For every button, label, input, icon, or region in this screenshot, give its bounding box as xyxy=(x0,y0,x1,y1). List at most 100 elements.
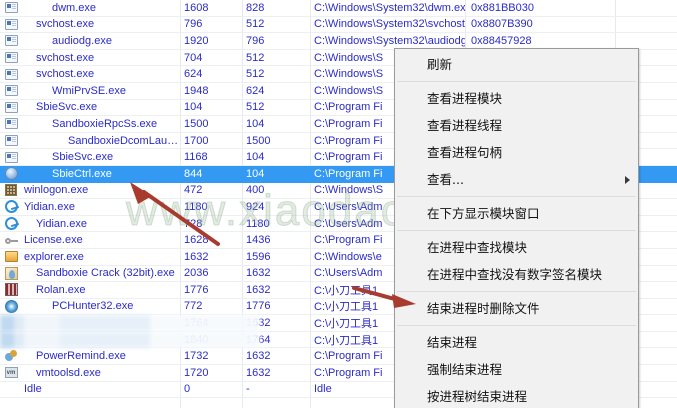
table-row[interactable]: SbieSvc.exe 1168 104 C:\Program Fi xyxy=(0,149,677,166)
process-pid: 1732 xyxy=(184,350,209,363)
menu-item-label: 强制结束进程 xyxy=(427,362,503,377)
process-name: SandboxieDcomLaunc... xyxy=(68,134,180,147)
process-path: C:\Program Fi xyxy=(314,366,383,379)
window-icon xyxy=(4,18,18,30)
table-row[interactable]: Sandboxie Crack (32bit).exe 2036 1632 C:\Us… xyxy=(0,266,677,283)
table-row[interactable]: PowerRemind.exe 1732 1632 C:\Program Fi xyxy=(0,348,677,366)
table-row[interactable]: vm vmtoolsd.exe 1720 1632 C:\Program Fi xyxy=(0,365,677,382)
menu-item[interactable]: 刷新 xyxy=(395,51,638,78)
process-pid: 1608 xyxy=(184,1,209,14)
process-path: C:\Users\Adm xyxy=(314,217,383,230)
window-icon xyxy=(4,68,18,80)
process-name: Idle xyxy=(24,383,42,396)
table-row[interactable]: dwm.exe 1608 828 C:\Windows\System32\dwm.ex… xyxy=(0,0,677,17)
process-path: C:\Windows\System32\svchost.exe xyxy=(314,18,465,31)
window-icon xyxy=(4,85,18,97)
process-parent-pid: 512 xyxy=(246,68,265,81)
table-row[interactable]: explorer.exe 1632 1596 C:\Windows\e xyxy=(0,249,677,266)
process-pid: 728 xyxy=(184,217,203,230)
table-row[interactable]: 17641632C:\小刀工具1 xyxy=(0,315,677,332)
process-parent-pid: 1632 xyxy=(246,350,271,363)
process-name: Sandboxie Crack (32bit).exe xyxy=(36,267,175,280)
process-icon-cell xyxy=(0,251,22,263)
process-pid: 1500 xyxy=(184,117,209,130)
process-pid: 704 xyxy=(184,51,203,64)
process-path: C:\Program Fi xyxy=(314,134,383,147)
sandboxie-icon xyxy=(4,167,18,181)
table-row[interactable]: PCHunter32.exe 772 1776 C:\小刀工具1 xyxy=(0,299,677,316)
process-icon-cell xyxy=(0,52,22,64)
process-path: C:\Program Fi xyxy=(314,167,383,180)
process-name: explorer.exe xyxy=(24,250,84,263)
process-parent-pid: 1632 xyxy=(246,366,271,379)
menu-item[interactable]: 查看进程线程 xyxy=(395,112,638,139)
pchunter-icon xyxy=(4,299,18,313)
process-parent-pid: 1776 xyxy=(246,300,271,313)
process-icon-cell xyxy=(0,283,22,297)
table-row[interactable]: 18401764C:\小刀工具1 xyxy=(0,331,677,349)
process-name: Rolan.exe xyxy=(36,283,86,296)
table-row[interactable]: svchost.exe 624 512 C:\Windows\S xyxy=(0,66,677,83)
menu-item-label: 查看进程模块 xyxy=(427,91,503,106)
process-name: SandboxieRpcSs.exe xyxy=(52,117,158,130)
menu-item-label: 查看进程线程 xyxy=(427,118,503,133)
table-row[interactable]: SbieSvc.exe 104 512 C:\Program Fi xyxy=(0,100,677,117)
process-name: PCHunter32.exe xyxy=(52,300,134,313)
process-parent-pid: 1500 xyxy=(246,134,271,147)
table-row[interactable]: SandboxieDcomLaunc... 1700 1500 C:\Program … xyxy=(0,133,677,150)
process-pid: 1700 xyxy=(184,134,209,147)
process-parent-pid: 796 xyxy=(246,34,265,47)
process-eprocess: 0x88457928 xyxy=(471,34,532,47)
menu-item[interactable]: 结束进程时删除文件 xyxy=(395,295,638,322)
menu-item[interactable]: 按进程树结束进程 xyxy=(395,383,638,408)
process-parent-pid: 1596 xyxy=(246,250,271,263)
process-parent-pid: 828 xyxy=(246,1,265,14)
window-icon xyxy=(4,101,18,113)
process-pid: 796 xyxy=(184,18,203,31)
process-pid: 1632 xyxy=(184,250,209,263)
process-icon-cell xyxy=(0,85,22,97)
process-name: SbieSvc.exe xyxy=(52,151,114,164)
process-path: C:\Windows\System32\dwm.exe xyxy=(314,1,465,14)
censored-overlay xyxy=(0,331,260,349)
powerremind-icon xyxy=(4,349,18,363)
process-icon-cell xyxy=(0,151,22,163)
process-pid: 1180 xyxy=(184,200,208,213)
process-parent-pid: 400 xyxy=(246,184,265,197)
process-context-menu[interactable]: 刷新查看进程模块 查看进程线程查看进程句柄查看... 在下方显示模块窗口 在进程中查找… xyxy=(394,48,639,408)
menu-item[interactable]: 在进程中查找模块 xyxy=(395,234,638,261)
process-pid: 104 xyxy=(184,101,203,114)
process-icon-cell xyxy=(0,35,22,47)
menu-item[interactable]: 强制结束进程 xyxy=(395,356,638,383)
process-name: SbieSvc.exe xyxy=(36,101,98,114)
table-row[interactable]: svchost.exe 704 512 C:\Windows\S xyxy=(0,50,677,67)
menu-item-label: 查看... xyxy=(427,172,464,187)
process-parent-pid: 512 xyxy=(246,18,265,31)
process-parent-pid: - xyxy=(246,383,250,396)
process-eprocess: 0x881BB030 xyxy=(471,1,534,14)
process-parent-pid: 104 xyxy=(246,151,265,164)
menu-item[interactable]: 在进程中查找没有数字签名模块 xyxy=(395,261,638,288)
process-icon-cell xyxy=(0,299,22,313)
censored-overlay xyxy=(0,315,260,332)
menu-item[interactable]: 结束进程 xyxy=(395,329,638,356)
process-parent-pid: 1436 xyxy=(246,234,271,247)
menu-item[interactable]: 在下方显示模块窗口 xyxy=(395,200,638,227)
table-row[interactable]: SandboxieRpcSs.exe 1500 104 C:\Program Fi xyxy=(0,116,677,133)
process-parent-pid: 512 xyxy=(246,51,265,64)
menu-item[interactable]: 查看进程句柄 xyxy=(395,139,638,166)
chevron-right-icon xyxy=(625,175,630,184)
menu-item[interactable]: 查看进程模块 xyxy=(395,85,638,112)
table-row[interactable]: WmiPrvSE.exe 1948 624 C:\Windows\S xyxy=(0,83,677,100)
process-path: C:\小刀工具1 xyxy=(314,334,379,347)
process-path: C:\Program Fi xyxy=(314,350,383,363)
table-row[interactable]: audiodg.exe 1920 796 C:\Windows\System32\au… xyxy=(0,33,677,50)
process-name: SbieCtrl.exe xyxy=(52,167,112,180)
process-pid: 1168 xyxy=(184,151,208,164)
process-icon-cell xyxy=(0,18,22,30)
window-icon xyxy=(4,35,18,47)
table-row[interactable]: svchost.exe 796 512 C:\Windows\System32\svc… xyxy=(0,17,677,34)
menu-item-label: 结束进程 xyxy=(427,335,478,350)
process-name: svchost.exe xyxy=(36,51,95,64)
menu-item[interactable]: 查看... xyxy=(395,166,638,193)
